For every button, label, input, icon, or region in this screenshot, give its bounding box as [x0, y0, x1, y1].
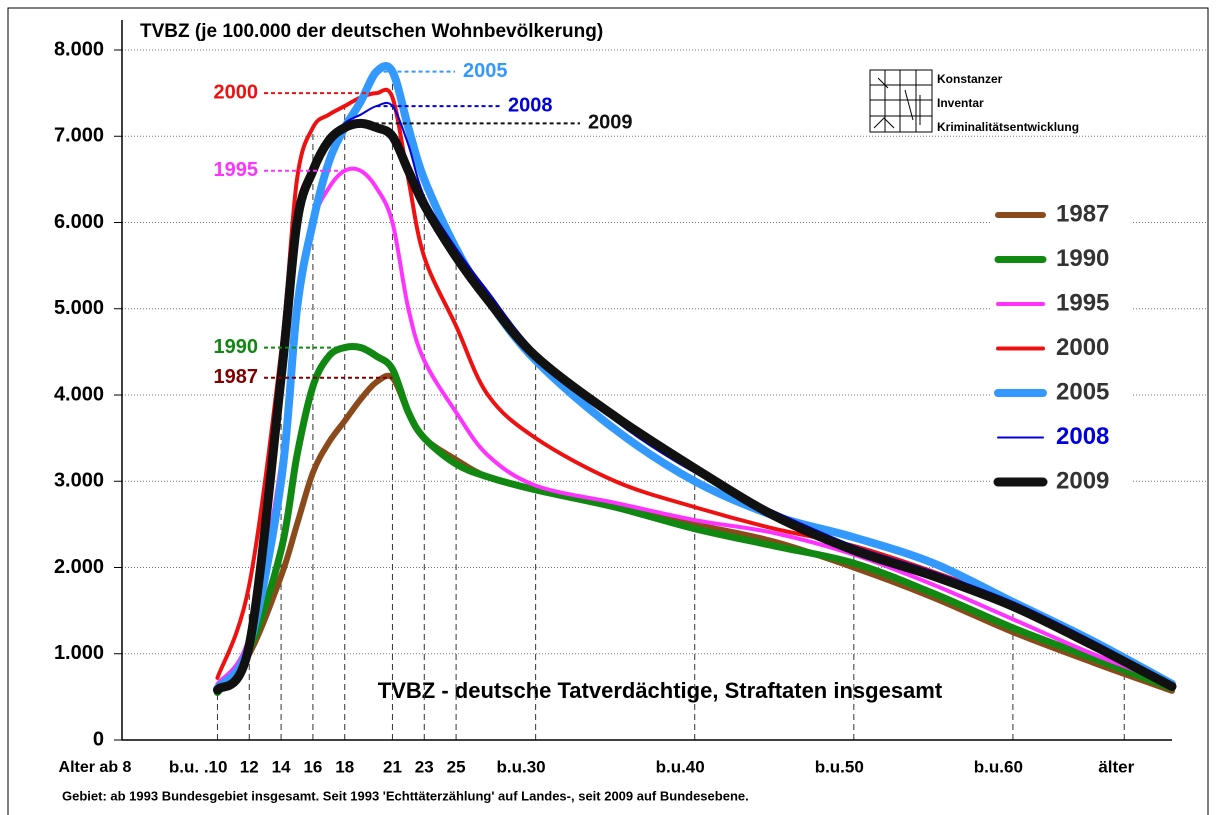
x-tick-label: b.u.30	[497, 757, 546, 776]
annotation-label: 2005	[463, 60, 508, 82]
y-tick-label: 5.000	[54, 297, 104, 319]
legend-label: 2000	[1056, 334, 1109, 361]
y-tick-label: 7.000	[54, 125, 104, 147]
annotation-label: 1995	[214, 159, 259, 181]
legend-label: 2008	[1056, 423, 1109, 450]
x-tick-label: 25	[447, 757, 466, 776]
x-tick-label: 18	[335, 757, 354, 776]
annotation-label: 2009	[588, 112, 633, 134]
x-tick-label: älter	[1098, 757, 1134, 776]
y-tick-label: 8.000	[54, 38, 104, 60]
y-tick-label: 3.000	[54, 470, 104, 492]
x-tick-label: 21	[383, 757, 402, 776]
y-tick-label: 6.000	[54, 211, 104, 233]
y-tick-label: 1.000	[54, 642, 104, 664]
y-tick-label: 2.000	[54, 556, 104, 578]
annotation-label: 1990	[214, 336, 259, 358]
y-tick-label: 4.000	[54, 383, 104, 405]
annotation-label: 2000	[214, 81, 259, 103]
x-tick-label: 16	[303, 757, 322, 776]
annotation-label: 1987	[214, 366, 259, 388]
y-tick-label: 0	[93, 728, 104, 750]
legend-label: 2009	[1056, 467, 1109, 494]
chart-subtitle: TVBZ - deutsche Tatverdächtige, Straftat…	[378, 678, 943, 703]
legend-label: 2005	[1056, 378, 1109, 405]
logo-text: Konstanzer	[937, 72, 1003, 86]
x-tick-label: b.u. .10	[169, 757, 228, 776]
annotation-label: 2008	[508, 94, 553, 116]
x-tick-label: b.u.40	[656, 757, 705, 776]
footnote: Gebiet: ab 1993 Bundesgebiet insgesamt. …	[62, 788, 749, 803]
legend-label: 1995	[1056, 289, 1109, 316]
series-line	[212, 118, 1177, 695]
series-line	[215, 87, 1174, 686]
logo-icon	[869, 69, 933, 133]
x-tick-label: 14	[272, 757, 291, 776]
x-axis-label: Alter ab 8	[59, 759, 132, 776]
chart-title: TVBZ (je 100.000 der deutschen Wohnbevöl…	[140, 21, 603, 42]
x-tick-label: 23	[415, 757, 434, 776]
logo-text: Kriminalitätsentwicklung	[937, 120, 1079, 134]
legend-label: 1990	[1056, 245, 1109, 272]
series-line	[213, 342, 1176, 697]
logo-text: Inventar	[937, 96, 984, 110]
x-tick-label: b.u.60	[974, 757, 1023, 776]
legend-label: 1987	[1056, 200, 1109, 227]
x-tick-label: 12	[240, 757, 259, 776]
legend: 1987 1990 1995 2000 2005 2008 2009	[992, 199, 1132, 498]
series-line	[213, 62, 1176, 693]
x-tick-label: b.u.50	[815, 757, 864, 776]
